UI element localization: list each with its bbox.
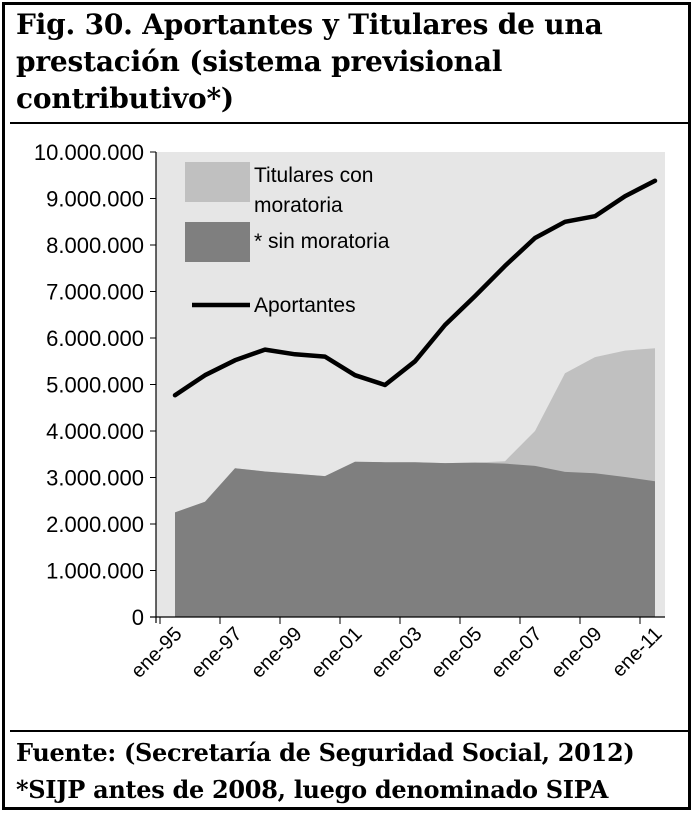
x-tick-label: ene-99 — [247, 623, 307, 683]
figure-title: Fig. 30. Aportantes y Titulares de una p… — [16, 6, 686, 117]
y-tick-label: 0 — [132, 605, 144, 630]
chart-container — [10, 122, 688, 732]
area-series — [175, 348, 655, 617]
x-tick-label: ene-09 — [547, 623, 607, 683]
figure-footer: Fuente: (Secretaría de Seguridad Social,… — [16, 734, 692, 808]
y-tick-label: 7.000.000 — [46, 280, 144, 305]
chart: 0 1.000.000 2.000.000 3.000.000 4.000.000 5.0… — [34, 140, 667, 683]
y-tick-label: 5.000.000 — [46, 373, 144, 398]
area-sin-moratoria — [175, 461, 655, 617]
y-tick-label: 1.000.000 — [46, 559, 144, 584]
x-tick-label: ene-95 — [127, 623, 187, 683]
x-tick-label: ene-01 — [307, 623, 367, 683]
line-aportantes — [172, 178, 658, 398]
legend-swatch-sin-moratoria — [185, 222, 250, 262]
y-tick-label: 2.000.000 — [46, 512, 144, 537]
y-tick-label: 9.000.000 — [46, 187, 144, 212]
footer-note: *SIJP antes de 2008, luego denominado SI… — [16, 775, 609, 804]
x-tick-label: ene-11 — [608, 623, 667, 682]
y-axis-tick-labels: 0 1.000.000 2.000.000 3.000.000 4.000.000 5.0… — [34, 140, 144, 630]
x-tick-label: ene-97 — [187, 623, 247, 683]
y-tick-label: 10.000.000 — [34, 140, 144, 165]
title-line: Fig. 30. Aportantes y Titulares de una — [16, 8, 603, 41]
y-tick-label: 4.000.000 — [46, 419, 144, 444]
axes — [150, 151, 665, 624]
x-axis-tick-labels: ene-95 ene-97 ene-99 ene-01 ene-03 ene-05 ene-… — [127, 623, 667, 683]
x-tick-label: ene-05 — [427, 623, 487, 683]
x-tick-label: ene-03 — [367, 623, 427, 683]
footer-source: Fuente: (Secretaría de Seguridad Social,… — [16, 738, 635, 767]
x-tick-label: ene-07 — [487, 623, 547, 683]
legend: Titulares con moratoria * sin moratoria Apo… — [185, 162, 390, 317]
y-tick-label: 8.000.000 — [46, 233, 144, 258]
legend-label-titulares-con-moratoria: moratoria — [254, 194, 343, 217]
legend-label-titulares-con-moratoria: Titulares con — [254, 164, 373, 187]
legend-swatch-titulares-con-moratoria — [185, 162, 250, 202]
y-tick-label: 6.000.000 — [46, 326, 144, 351]
line-series — [172, 178, 658, 398]
title-line: contributivo*) — [16, 82, 234, 115]
legend-label-sin-moratoria: * sin moratoria — [254, 230, 390, 253]
y-tick-label: 3.000.000 — [46, 466, 144, 491]
title-line: prestación (sistema previsional — [16, 45, 503, 78]
legend-label-aportantes: Aportantes — [254, 294, 356, 317]
